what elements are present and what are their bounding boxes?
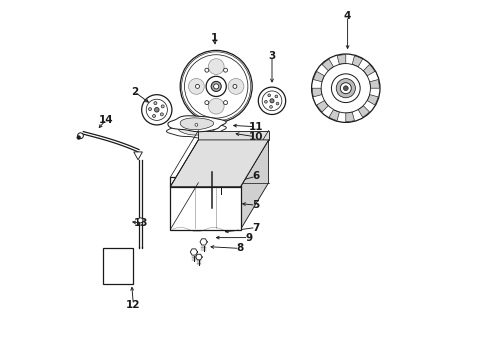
Polygon shape bbox=[190, 249, 197, 255]
Text: 3: 3 bbox=[269, 51, 275, 61]
Polygon shape bbox=[346, 112, 354, 122]
Circle shape bbox=[265, 100, 267, 103]
Polygon shape bbox=[363, 64, 375, 76]
Circle shape bbox=[205, 68, 209, 72]
Circle shape bbox=[189, 78, 204, 94]
Circle shape bbox=[206, 76, 226, 96]
Polygon shape bbox=[178, 125, 215, 135]
Circle shape bbox=[196, 84, 199, 88]
Text: 10: 10 bbox=[248, 132, 263, 142]
Polygon shape bbox=[337, 55, 346, 64]
Text: 2: 2 bbox=[131, 87, 138, 97]
Circle shape bbox=[223, 101, 227, 105]
Circle shape bbox=[321, 64, 370, 113]
Text: 4: 4 bbox=[344, 11, 351, 21]
Circle shape bbox=[276, 102, 279, 105]
Circle shape bbox=[228, 78, 244, 94]
Polygon shape bbox=[168, 116, 226, 132]
Circle shape bbox=[195, 123, 198, 126]
Circle shape bbox=[154, 108, 159, 112]
Circle shape bbox=[270, 105, 272, 108]
Circle shape bbox=[258, 87, 286, 114]
Circle shape bbox=[331, 74, 360, 103]
Polygon shape bbox=[198, 131, 269, 140]
Text: 7: 7 bbox=[252, 222, 260, 233]
Polygon shape bbox=[171, 140, 269, 187]
Polygon shape bbox=[369, 80, 379, 88]
Circle shape bbox=[208, 98, 224, 114]
Polygon shape bbox=[171, 177, 241, 187]
Polygon shape bbox=[317, 100, 328, 112]
Polygon shape bbox=[329, 109, 340, 121]
Text: 13: 13 bbox=[133, 218, 148, 228]
Circle shape bbox=[148, 108, 151, 111]
Bar bbox=[103, 248, 133, 284]
Circle shape bbox=[270, 99, 274, 103]
Circle shape bbox=[223, 68, 227, 72]
Text: 14: 14 bbox=[99, 114, 114, 125]
Polygon shape bbox=[312, 88, 322, 97]
Text: 11: 11 bbox=[248, 122, 263, 132]
Text: 5: 5 bbox=[252, 200, 259, 210]
Circle shape bbox=[180, 50, 252, 122]
Polygon shape bbox=[358, 105, 369, 117]
Circle shape bbox=[161, 105, 164, 108]
Polygon shape bbox=[367, 95, 378, 105]
Circle shape bbox=[142, 95, 172, 125]
Circle shape bbox=[154, 102, 157, 105]
Polygon shape bbox=[167, 121, 226, 138]
Text: 6: 6 bbox=[252, 171, 259, 181]
Circle shape bbox=[268, 94, 270, 97]
Circle shape bbox=[185, 55, 248, 118]
Circle shape bbox=[341, 83, 351, 94]
Circle shape bbox=[208, 59, 224, 75]
Text: 12: 12 bbox=[126, 300, 141, 310]
Polygon shape bbox=[134, 152, 143, 160]
Circle shape bbox=[152, 114, 155, 117]
Text: 1: 1 bbox=[211, 33, 218, 43]
Circle shape bbox=[336, 78, 355, 98]
Circle shape bbox=[77, 133, 83, 139]
Circle shape bbox=[211, 81, 221, 91]
Polygon shape bbox=[200, 239, 207, 245]
Polygon shape bbox=[352, 56, 363, 67]
Circle shape bbox=[138, 218, 143, 223]
Polygon shape bbox=[180, 118, 214, 130]
Circle shape bbox=[233, 84, 237, 88]
Polygon shape bbox=[196, 254, 202, 260]
Circle shape bbox=[275, 95, 278, 98]
Circle shape bbox=[160, 113, 163, 116]
Circle shape bbox=[205, 101, 209, 105]
Polygon shape bbox=[241, 140, 269, 230]
Polygon shape bbox=[171, 187, 241, 230]
Circle shape bbox=[214, 84, 219, 89]
Polygon shape bbox=[314, 71, 324, 82]
Text: 9: 9 bbox=[245, 233, 252, 243]
Polygon shape bbox=[322, 59, 334, 71]
Circle shape bbox=[343, 86, 348, 91]
Text: 8: 8 bbox=[236, 243, 243, 253]
Circle shape bbox=[77, 136, 80, 139]
Circle shape bbox=[312, 54, 380, 122]
